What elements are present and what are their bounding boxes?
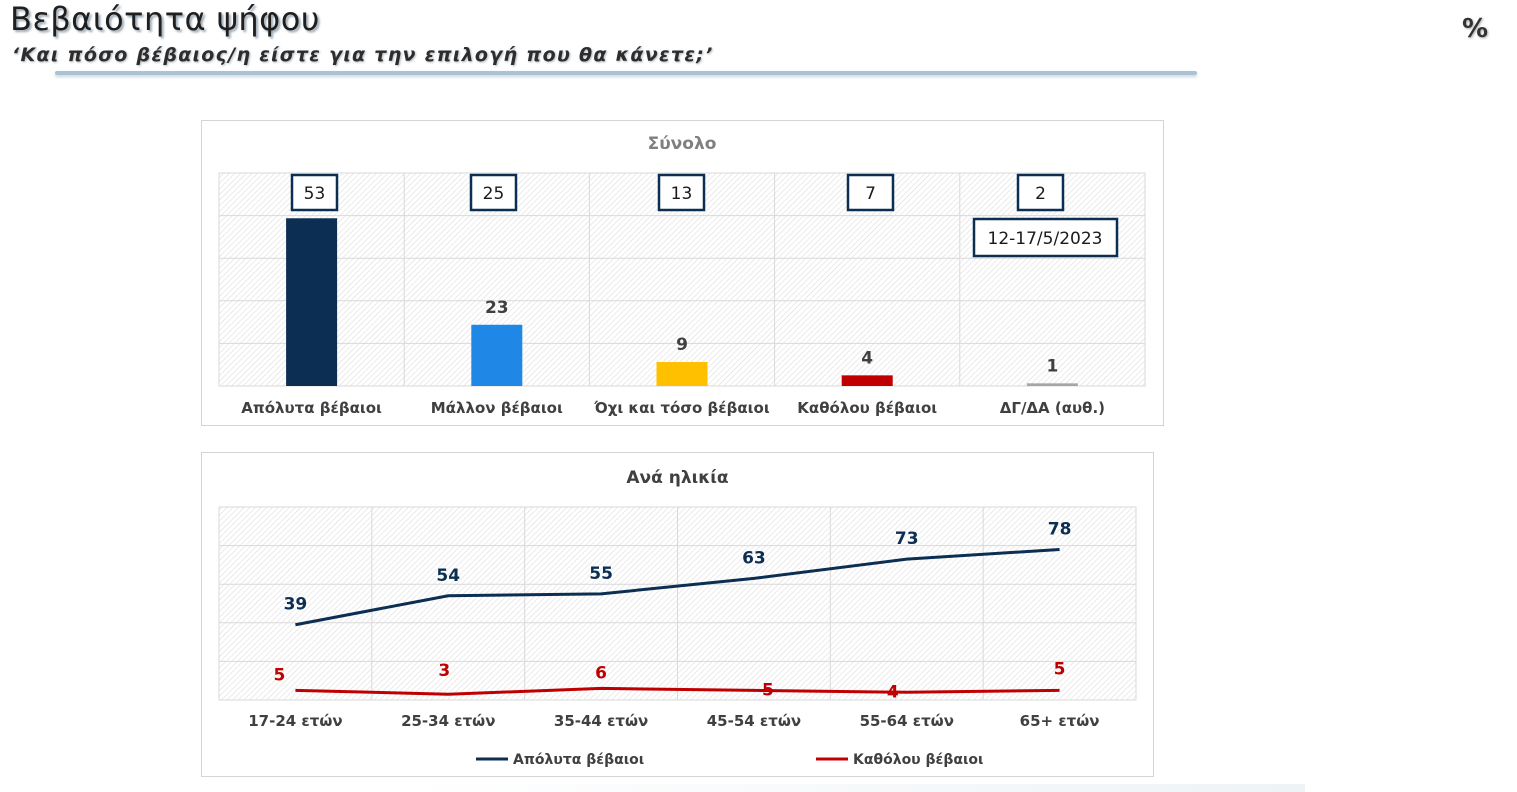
previous-value-box [1016, 173, 1065, 212]
category-label: 17-24 ετών [248, 712, 342, 730]
previous-value-box [846, 173, 895, 212]
category-label: 55-64 ετών [860, 712, 954, 730]
previous-value: 7 [865, 184, 876, 204]
line-chart: Ανά ηλικία 17-24 ετών 25-34 ετών 35-44 ετών… [218, 468, 1137, 768]
point-value-label: 5 [1054, 659, 1066, 679]
previous-value-box [657, 173, 706, 212]
bar-value-label: 9 [676, 335, 688, 355]
bar [656, 362, 708, 386]
previous-value: 13 [671, 184, 693, 204]
unit-label: % [1462, 14, 1489, 44]
previous-date-box [972, 217, 1119, 258]
bar-value-label: 4 [861, 348, 873, 368]
bottom-shade [405, 784, 1305, 792]
point-value-label: 63 [742, 548, 766, 568]
chart-title: Σύνολο [648, 134, 717, 154]
line-series-absolutely-sure [295, 547, 1060, 627]
point-value-label: 39 [284, 595, 308, 615]
previous-value: 2 [1035, 184, 1046, 204]
previous-value: 25 [483, 184, 505, 204]
previous-value-box [290, 173, 339, 212]
category-label: Καθόλου βέβαιοι [797, 399, 937, 417]
category-label: Μάλλον βέβαιοι [431, 399, 563, 417]
point-value-label: 3 [438, 661, 450, 681]
bar [286, 218, 338, 386]
category-label: Όχι και τόσο βέβαιοι [593, 399, 769, 417]
category-label: ΔΓ/ΔΑ (αυθ.) [1000, 399, 1105, 417]
category-label: 65+ ετών [1020, 712, 1100, 730]
point-value-label: 78 [1048, 519, 1072, 539]
category-label: Απόλυτα βέβαιοι [241, 399, 382, 417]
title-underline [55, 71, 1197, 75]
point-value-label: 5 [273, 665, 285, 685]
point-value-label: 55 [589, 564, 613, 584]
category-label: 35-44 ετών [554, 712, 648, 730]
chart-title: Ανά ηλικία [626, 468, 728, 488]
bar [841, 375, 893, 386]
line-chart-panel: Ανά ηλικία 17-24 ετών 25-34 ετών 35-44 ετών… [201, 452, 1154, 777]
line-series-not-sure-at-all [295, 686, 1060, 696]
bar [471, 324, 523, 386]
previous-value: 53 [304, 184, 326, 204]
category-label: 45-54 ετών [707, 712, 801, 730]
point-value-label: 54 [436, 566, 460, 586]
page-title: Βεβαιότητα ψήφου [10, 0, 320, 38]
bar-value-label: 23 [485, 298, 509, 318]
legend-label: Απόλυτα βέβαιοι [513, 752, 644, 768]
bar [1026, 383, 1078, 386]
page-subtitle: ‘Και πόσο βέβαιος/η είστε για την επιλογ… [12, 44, 714, 66]
previous-date-label: 12-17/5/2023 [988, 229, 1103, 249]
point-value-label: 5 [762, 680, 774, 700]
category-label: 25-34 ετών [401, 712, 495, 730]
bar-value-label: 1 [1046, 356, 1058, 376]
point-value-label: 73 [895, 529, 919, 549]
point-value-label: 4 [887, 682, 899, 702]
legend-label: Καθόλου βέβαιοι [853, 752, 984, 768]
previous-value-box [469, 173, 518, 212]
point-value-label: 6 [595, 663, 607, 683]
